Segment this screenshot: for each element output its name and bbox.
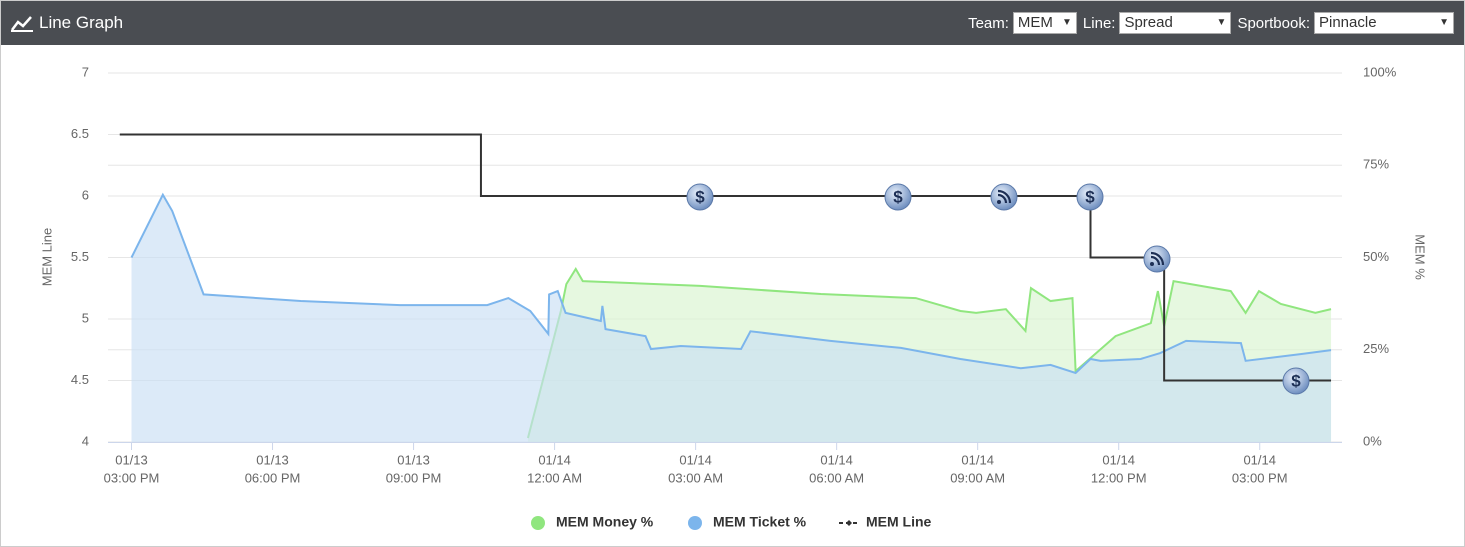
x-tick-label: 03:00 PM <box>1232 470 1288 485</box>
svg-text:$: $ <box>893 187 903 206</box>
y-tick-label: 6.5 <box>71 126 89 141</box>
filter-label: Line: <box>1082 14 1116 32</box>
sportbook-select[interactable]: Pinnacle <box>1314 12 1454 34</box>
feed-icon <box>990 183 1018 211</box>
x-tick-label: 01/13 <box>115 452 148 467</box>
line-select[interactable]: Spread <box>1119 12 1232 34</box>
x-tick-label: 03:00 PM <box>104 470 160 485</box>
y-tick-label: 4.5 <box>71 372 89 387</box>
filter-label: Team: <box>968 14 1009 32</box>
x-tick-label: 01/14 <box>679 452 712 467</box>
svg-text:$: $ <box>1291 371 1301 390</box>
series-line <box>130 192 1332 375</box>
y2-tick-label: 75% <box>1363 157 1389 172</box>
filter-label: Sportbook: <box>1237 14 1310 32</box>
y2-tick-label: 25% <box>1363 341 1389 356</box>
legend-symbol <box>846 520 852 526</box>
x-tick-label: 01/14 <box>820 452 853 467</box>
series-line <box>526 266 1332 439</box>
feed-icon <box>1143 245 1171 273</box>
legend-symbol <box>531 516 545 530</box>
signal-icons: $ $ $ $ <box>686 183 1310 395</box>
money-icon: $ <box>884 183 912 211</box>
y2-tick-label: 0% <box>1363 433 1382 448</box>
x-tick-label: 03:00 AM <box>668 470 723 485</box>
chart: MEM Line MEM % 4 4.5 5 5.5 6 6.5 7 0% 25% 50% 75% 1… <box>39 64 1428 530</box>
filters: Team: MEM Line: Spread Sportbook: Pinnac… <box>962 12 1454 34</box>
y2-tick-label: 100% <box>1363 64 1397 79</box>
x-tick-label: 06:00 AM <box>809 470 864 485</box>
y2-tick-label: 50% <box>1363 249 1389 264</box>
x-tick-label: 01/14 <box>538 452 571 467</box>
y-axis-title: MEM Line <box>39 228 54 287</box>
area <box>131 194 1332 442</box>
y-tick-label: 4 <box>82 433 89 448</box>
svg-text:$: $ <box>695 187 705 206</box>
y-tick-label: 5 <box>82 310 89 325</box>
y-tick-label: 6 <box>82 187 89 202</box>
x-tick-label: 09:00 AM <box>950 470 1005 485</box>
header: Line Graph Team: MEM Line: Spread Sportb… <box>1 1 1464 45</box>
team-select[interactable]: MEM <box>1012 12 1077 34</box>
legend-label: MEM Money % <box>556 514 654 530</box>
x-tick-label: 01/13 <box>256 452 289 467</box>
money-icon: $ <box>1282 367 1310 395</box>
x-tick-label: 09:00 PM <box>386 470 442 485</box>
y2-axis-title: MEM % <box>1413 234 1428 280</box>
x-tick-label: 12:00 AM <box>527 470 582 485</box>
legend-label: MEM Line <box>866 514 932 530</box>
x-tick-label: 01/14 <box>1243 452 1276 467</box>
y-tick-label: 7 <box>82 64 89 79</box>
series-line <box>119 133 1332 382</box>
svg-text:$: $ <box>1085 187 1095 206</box>
x-tick-label: 01/13 <box>397 452 430 467</box>
x-tick-label: 01/14 <box>1102 452 1135 467</box>
legend-symbol <box>688 516 702 530</box>
money-icon: $ <box>686 183 714 211</box>
y-tick-label: 5.5 <box>71 249 89 264</box>
header-title: Line Graph <box>39 13 124 32</box>
legend: MEM Money % MEM Ticket % MEM Line <box>531 514 932 530</box>
chart-icon <box>11 16 33 32</box>
plot: 4 4.5 5 5.5 6 6.5 7 0% 25% 50% 75% 100% 01/13 03:00 P… <box>71 64 1397 485</box>
x-tick-label: 06:00 PM <box>245 470 301 485</box>
x-tick-label: 12:00 PM <box>1091 470 1147 485</box>
x-tick-label: 01/14 <box>961 452 994 467</box>
legend-label: MEM Ticket % <box>713 514 807 530</box>
money-icon: $ <box>1076 183 1104 211</box>
